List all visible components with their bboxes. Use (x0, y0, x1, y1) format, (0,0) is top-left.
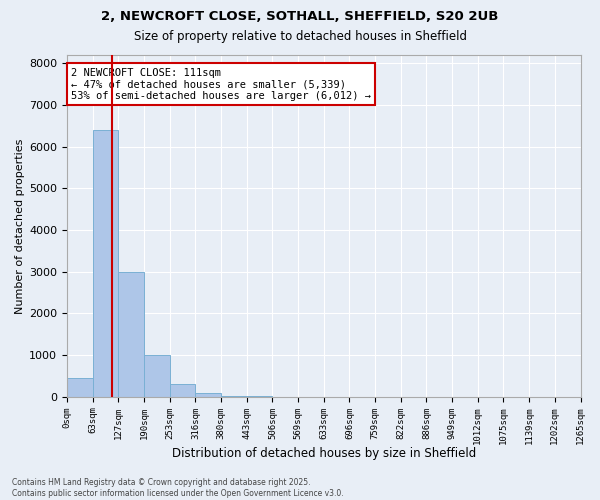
Bar (67, 378, 92, 397)
Bar (144, 355, 170, 397)
Text: Contains HM Land Registry data © Crown copyright and database right 2025.
Contai: Contains HM Land Registry data © Crown c… (12, 478, 344, 498)
Bar (221, 396, 247, 397)
Text: 2 NEWCROFT CLOSE: 111sqm
← 47% of detached houses are smaller (5,339)
53% of sem: 2 NEWCROFT CLOSE: 111sqm ← 47% of detach… (71, 68, 371, 100)
Bar (170, 384, 196, 397)
Text: 2, NEWCROFT CLOSE, SOTHALL, SHEFFIELD, S20 2UB: 2, NEWCROFT CLOSE, SOTHALL, SHEFFIELD, S… (101, 10, 499, 23)
X-axis label: Distribution of detached houses by size in Sheffield: Distribution of detached houses by size … (172, 447, 476, 460)
Bar (196, 392, 221, 397)
Bar (92, 130, 118, 397)
Y-axis label: Number of detached properties: Number of detached properties (15, 138, 25, 314)
Bar (118, 272, 144, 397)
Text: Size of property relative to detached houses in Sheffield: Size of property relative to detached ho… (133, 30, 467, 43)
